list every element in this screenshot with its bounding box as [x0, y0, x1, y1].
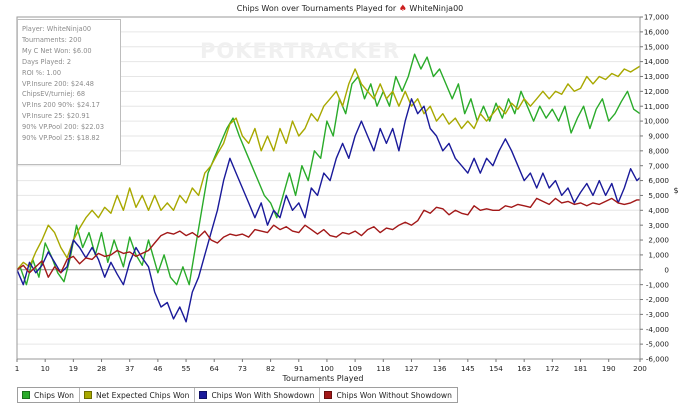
y-axis-unit: $ [673, 186, 678, 195]
legend-item-net-expected-chips-won[interactable]: Net Expected Chips Won [80, 388, 196, 402]
x-tick-label: 127 [405, 364, 419, 373]
info-line: VP.Ins 200 90%: $24.17 [22, 101, 100, 110]
x-tick-label: 46 [153, 364, 163, 373]
stats-info-box: Player: WhiteNinja00 Tournaments: 200 My C… [17, 19, 121, 165]
x-axis-label: Tournaments Played [282, 374, 364, 383]
y-tick-label: 3,000 [648, 221, 669, 230]
y-tick-label: 15,000 [644, 42, 670, 51]
y-tick-label: 17,000 [644, 13, 670, 22]
series-line-chips-won [16, 53, 641, 286]
chart-legend: Chips Won Net Expected Chips Won Chips Won… [17, 387, 458, 403]
y-tick-label: -5,000 [646, 340, 670, 349]
legend-swatch [22, 391, 30, 399]
legend-swatch [83, 391, 92, 399]
x-tick-label: 118 [376, 364, 390, 373]
x-tick-label: 19 [69, 364, 79, 373]
y-tick-label: -4,000 [646, 325, 670, 334]
legend-item-chips-won[interactable]: Chips Won [18, 388, 80, 402]
legend-label: Net Expected Chips Won [95, 390, 190, 400]
info-line: 90% VP.Pool 200: $22.03 [22, 123, 105, 132]
legend-label: Chips Won [34, 390, 74, 400]
x-tick-label: 73 [238, 364, 247, 373]
info-line: 90% VP.Pool 25: $18.82 [22, 134, 100, 143]
legend-label: Chips Won With Showdown [211, 390, 315, 400]
info-line: Player: WhiteNinja00 [22, 25, 92, 33]
chart-title-player: WhiteNinja00 [409, 4, 464, 13]
x-tick-label: 82 [266, 364, 275, 373]
x-tick-label: 10 [41, 364, 51, 373]
y-tick-label: 4,000 [648, 206, 669, 215]
x-tick-label: 55 [181, 364, 190, 373]
info-line: ChipsEV/turniej: 68 [22, 90, 86, 99]
info-line: ROI %: 1.00 [22, 68, 62, 77]
y-tick-label: 10,000 [644, 117, 670, 126]
chart-title-text: Chips Won over Tournaments Played for [236, 4, 397, 13]
info-line: My C Net Won: $6.00 [22, 46, 92, 55]
x-tick-label: 145 [461, 364, 475, 373]
series-line-chips-won-with-showdown [16, 98, 641, 323]
series-line-net-expected-chips-won [16, 65, 641, 271]
legend-swatch [324, 391, 333, 399]
x-tick-label: 100 [320, 364, 334, 373]
x-tick-label: 37 [125, 364, 134, 373]
x-tick-label: 136 [433, 364, 447, 373]
legend-label: Chips Won Without Showdown [336, 390, 452, 400]
x-tick-label: 190 [602, 364, 616, 373]
info-line: Tournaments: 200 [22, 35, 82, 44]
x-tick-label: 200 [633, 364, 647, 373]
y-tick-label: 16,000 [644, 27, 670, 36]
legend-item-chips-won-with-showdown[interactable]: Chips Won With Showdown [195, 388, 321, 402]
chart-title: Chips Won over Tournaments Played for ♠ … [0, 4, 700, 14]
x-tick-label: 181 [574, 364, 588, 373]
y-tick-label: 13,000 [644, 72, 670, 81]
spade-icon: ♠ [398, 4, 407, 14]
y-tick-label: 11,000 [644, 102, 670, 111]
x-tick-label: 1 [15, 364, 20, 373]
watermark-text: POKERTRACKER [200, 39, 400, 63]
x-tick-label: 109 [348, 364, 362, 373]
y-tick-label: 8,000 [648, 146, 669, 155]
legend-swatch [199, 391, 208, 399]
x-tick-label: 28 [97, 364, 107, 373]
x-tick-label: 154 [489, 364, 503, 373]
x-tick-label: 91 [294, 364, 303, 373]
y-tick-label: -1,000 [646, 280, 670, 289]
x-axis-ticks: 1 10 19 28 37 46 55 64 73 82 91 100 109 118 127 136 145 1… [15, 359, 647, 373]
y-tick-label: 9,000 [648, 132, 669, 141]
info-line: VP.Insure 25: $20.91 [22, 112, 90, 121]
y-tick-label: -6,000 [646, 355, 670, 364]
plot-frame [16, 16, 641, 360]
series-lines [16, 53, 641, 323]
x-tick-label: 64 [210, 364, 220, 373]
y-tick-label: 6,000 [648, 176, 669, 185]
y-tick-label: 2,000 [648, 236, 669, 245]
y-tick-label: -2,000 [646, 295, 670, 304]
y-tick-label: -3,000 [646, 310, 670, 319]
y-tick-label: 0 [664, 265, 669, 274]
y-tick-label: 12,000 [644, 87, 670, 96]
legend-item-chips-won-without-showdown[interactable]: Chips Won Without Showdown [320, 388, 456, 402]
info-line: Days Played: 2 [22, 57, 72, 66]
y-axis-ticks: -6,000 -5,000 -4,000 -3,000 -2,000 -1,000 0 1,0… [640, 13, 669, 364]
y-tick-label: 7,000 [648, 161, 669, 170]
y-tick-label: 14,000 [644, 57, 670, 66]
x-tick-label: 163 [517, 364, 531, 373]
x-tick-label: 172 [545, 364, 559, 373]
y-tick-label: 5,000 [648, 191, 669, 200]
y-tick-label: 1,000 [648, 251, 669, 260]
info-line: VP.Insure 200: $24.48 [22, 79, 94, 88]
series-line-chips-won-without-showdown [16, 197, 640, 278]
